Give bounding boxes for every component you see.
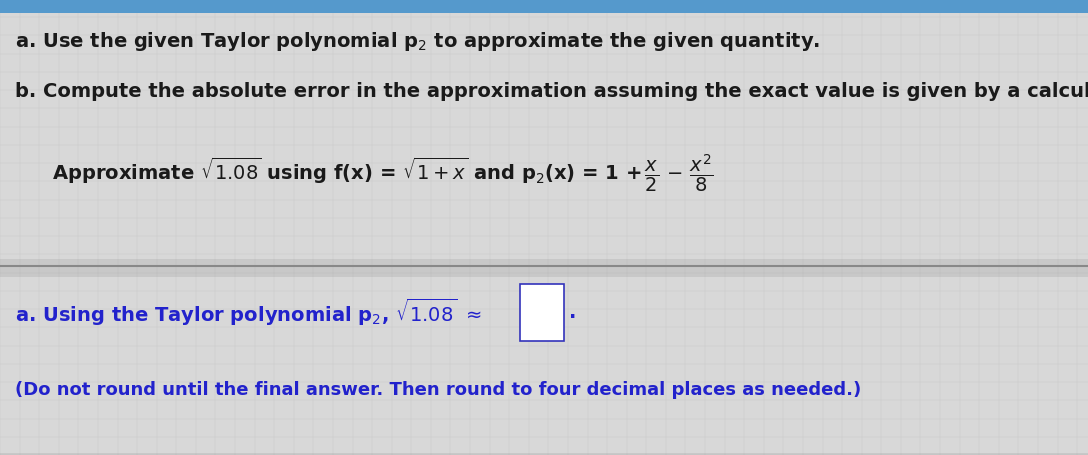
Text: .: . (569, 302, 577, 321)
Bar (0, 2, 1088, 259)
Text: Approximate $\sqrt{1.08}$ using f(x) = $\sqrt{1+x}$ and p$_2$(x) = 1 +$\,$$\dfra: Approximate $\sqrt{1.08}$ using f(x) = $… (52, 152, 714, 194)
Text: b. Compute the absolute error in the approximation assuming the exact value is g: b. Compute the absolute error in the app… (15, 82, 1088, 101)
Bar (0, 278, 1088, 453)
Text: a. Using the Taylor polynomial p$_2$, $\sqrt{1.08}$ $\approx$: a. Using the Taylor polynomial p$_2$, $\… (15, 296, 482, 327)
Bar (520, 284, 564, 341)
Text: (Do not round until the final answer. Then round to four decimal places as neede: (Do not round until the final answer. Th… (15, 380, 862, 398)
Bar (0, 0, 1088, 14)
Text: a. Use the given Taylor polynomial p$_2$ to approximate the given quantity.: a. Use the given Taylor polynomial p$_2$… (15, 30, 820, 52)
